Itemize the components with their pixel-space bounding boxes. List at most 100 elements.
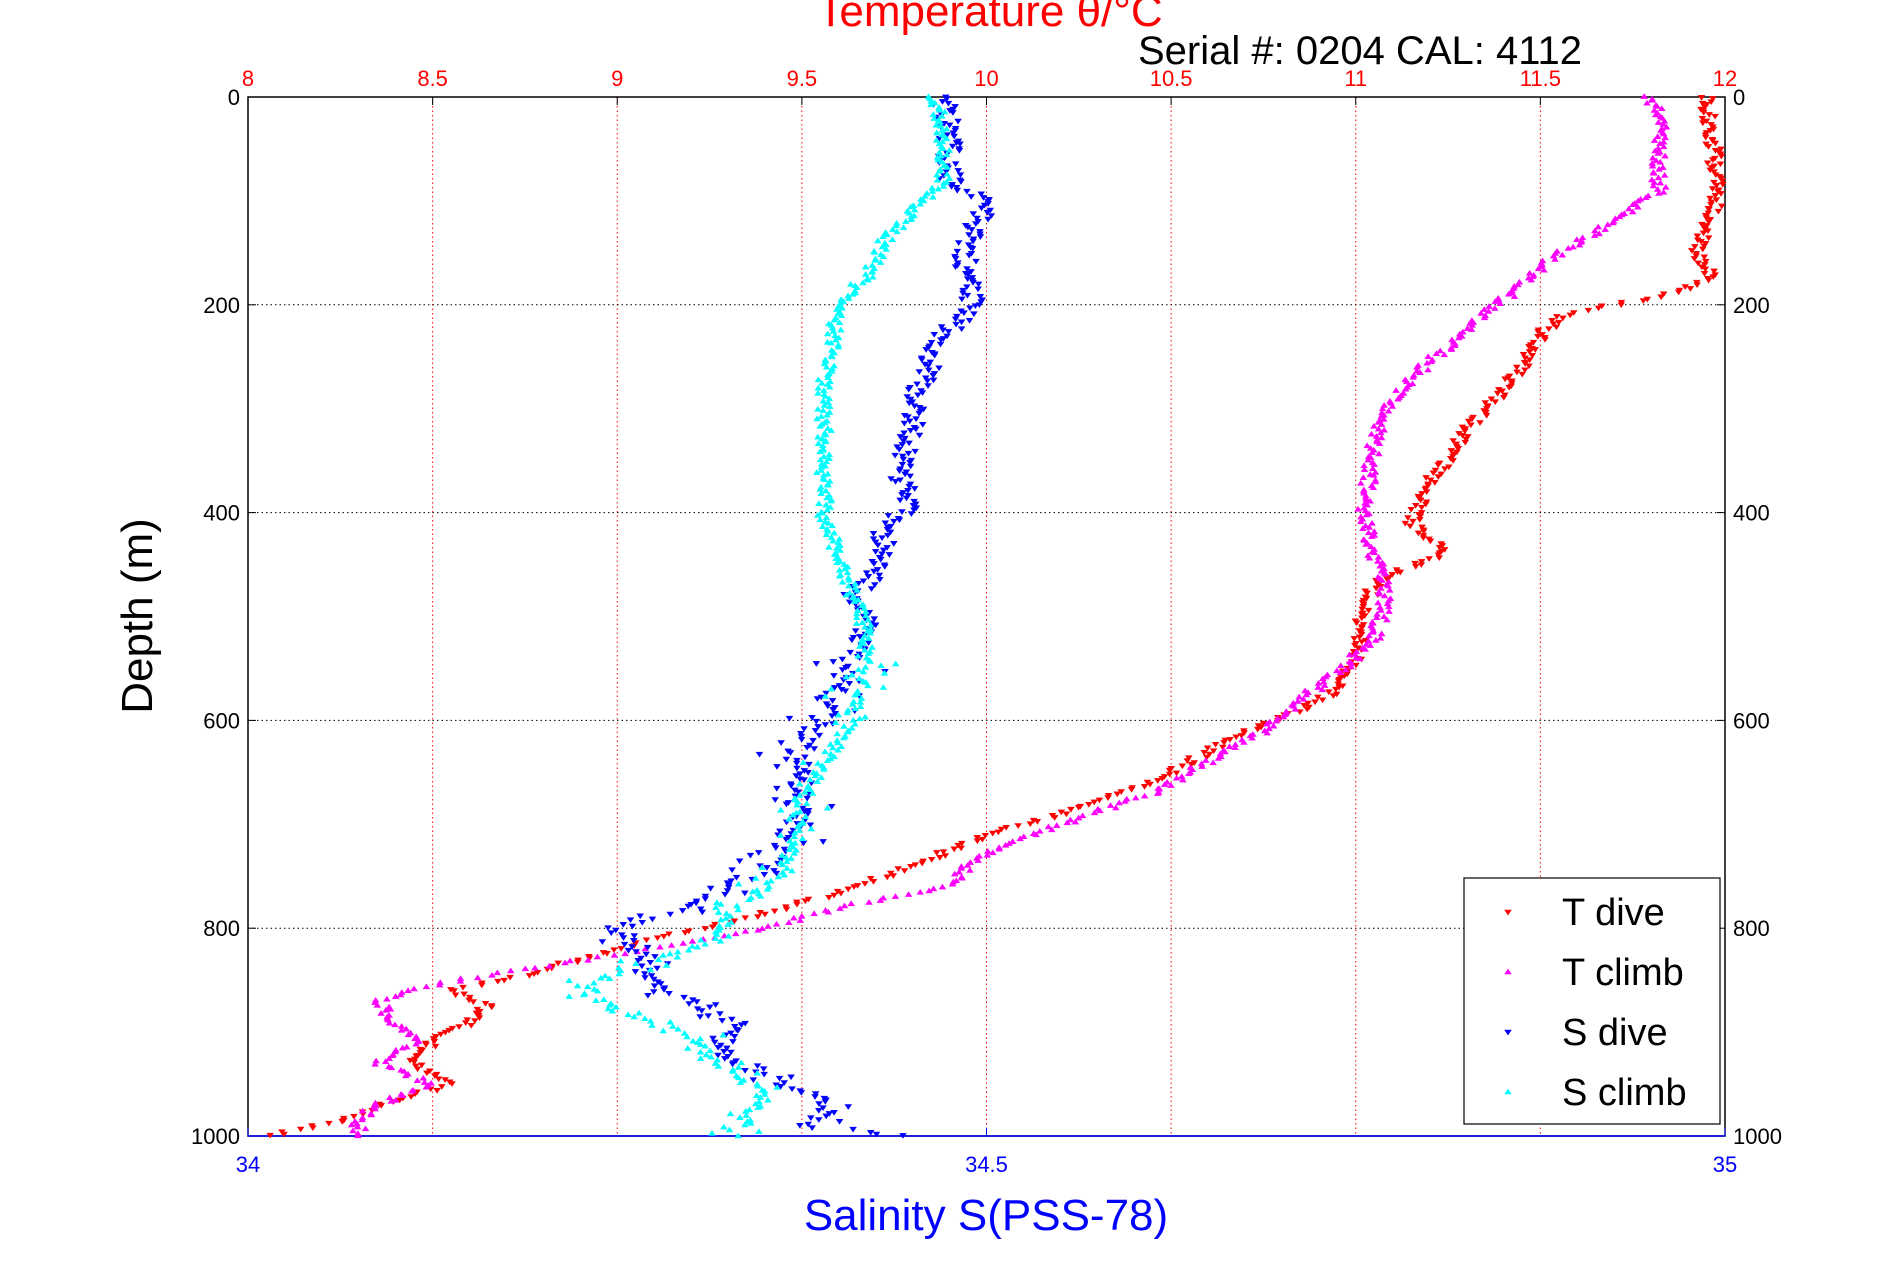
s-climb-point [845, 295, 853, 301]
s-climb-point [860, 646, 869, 653]
t-climb-point [1595, 230, 1604, 237]
s-climb-point [790, 850, 799, 856]
s-climb-point [939, 145, 947, 151]
t-climb-point [387, 1097, 395, 1104]
s-climb-point [795, 780, 804, 787]
t-dive-point [1350, 636, 1359, 642]
t-climb-point [1491, 298, 1500, 304]
s-dive-point [959, 287, 967, 294]
t-dive-point [1127, 786, 1136, 793]
t-dive-point [782, 906, 791, 913]
legend-marker-s-climb [1504, 1088, 1512, 1095]
s-climb-point [835, 566, 844, 573]
t-dive-point [830, 892, 838, 899]
t-climb-point [1377, 630, 1386, 637]
s-dive-point [937, 324, 946, 330]
s-climb-point [788, 867, 796, 874]
s-climb-point [854, 596, 862, 603]
s-climb-point [701, 940, 709, 947]
t-dive-point [1435, 544, 1444, 551]
s-dive-point [895, 446, 904, 453]
s-dive-point [819, 839, 827, 845]
t-dive-point [1476, 420, 1484, 426]
t-dive-point [1140, 784, 1149, 790]
t-climb-point [1376, 429, 1385, 436]
t-dive-point [603, 950, 611, 957]
s-dive-point [869, 530, 878, 537]
t-climb-point [1380, 415, 1388, 422]
s-dive-point [793, 757, 801, 764]
s-climb-point [850, 598, 859, 604]
s-climb-point [879, 233, 887, 239]
t-dive-point [1417, 562, 1426, 568]
s-climb-point [864, 650, 873, 656]
t-dive-point [1707, 202, 1715, 208]
t-climb-point [349, 1127, 357, 1134]
s-climb-point [708, 1129, 716, 1136]
t-dive-point [1674, 289, 1683, 296]
t-climb-point [955, 868, 963, 875]
t-climb-point [810, 910, 818, 917]
t-climb-point [1485, 303, 1493, 309]
t-dive-point [1712, 182, 1721, 189]
t-dive-point [1552, 324, 1561, 331]
s-climb-point [674, 1025, 682, 1032]
s-dive-point [741, 890, 749, 897]
t-climb-point [354, 1132, 362, 1139]
t-climb-point [1044, 823, 1053, 830]
t-climb-point [1106, 802, 1115, 808]
s-dive-point [875, 572, 884, 579]
t-climb-point [1370, 461, 1378, 467]
s-climb-point [861, 713, 869, 720]
s-climb-point [739, 1077, 748, 1083]
s-climb-point [835, 572, 844, 579]
t-dive-point [494, 978, 502, 985]
s-dive-point [811, 728, 820, 734]
t-climb-point [1573, 236, 1581, 243]
s-dive-point [930, 332, 939, 338]
t-dive-point [770, 908, 779, 915]
s-climb-point [612, 1003, 620, 1010]
s-climb-point [930, 115, 938, 121]
t-climb-point [796, 917, 805, 923]
t-dive-point [1425, 556, 1433, 562]
t-climb-point [407, 1087, 416, 1094]
s-climb-point [878, 243, 887, 250]
t-climb-point [966, 867, 974, 873]
s-climb-point [938, 158, 946, 165]
s-dive-point [953, 187, 962, 194]
s-dive-point [755, 751, 764, 758]
s-climb-point [707, 1053, 715, 1060]
s-climb-point [818, 509, 827, 516]
t-dive-point [1525, 363, 1533, 370]
s-dive-point [963, 276, 972, 282]
s-dive-point [619, 921, 628, 928]
legend-label-t-climb: T climb [1562, 952, 1684, 994]
s-climb-point [933, 171, 941, 178]
s-dive-point [976, 294, 985, 300]
t-dive-point [431, 1043, 440, 1050]
s-climb-point [921, 193, 929, 199]
t-dive-point [1534, 329, 1542, 335]
s-climb-point [861, 663, 870, 670]
s-dive-point [972, 258, 980, 265]
s-dive-point [979, 195, 988, 201]
s-dive-point [634, 957, 642, 964]
s-climb-point [943, 164, 952, 170]
s-climb-point [816, 448, 824, 455]
s-climb-point [719, 1123, 728, 1130]
t-climb-point [948, 880, 957, 887]
s-climb-point [713, 899, 721, 906]
t-climb-point [402, 1072, 410, 1079]
s-climb-point [868, 644, 876, 650]
t-climb-point [656, 943, 664, 950]
s-dive-point [952, 321, 960, 328]
s-dive-point [824, 703, 832, 710]
s-dive-point [969, 238, 977, 245]
s-dive-point [815, 732, 824, 739]
s-climb-point [756, 1094, 765, 1100]
t-climb-point [1362, 541, 1370, 547]
t-climb-point [1240, 739, 1248, 745]
s-climb-point [756, 893, 765, 899]
s-climb-point [734, 906, 742, 913]
